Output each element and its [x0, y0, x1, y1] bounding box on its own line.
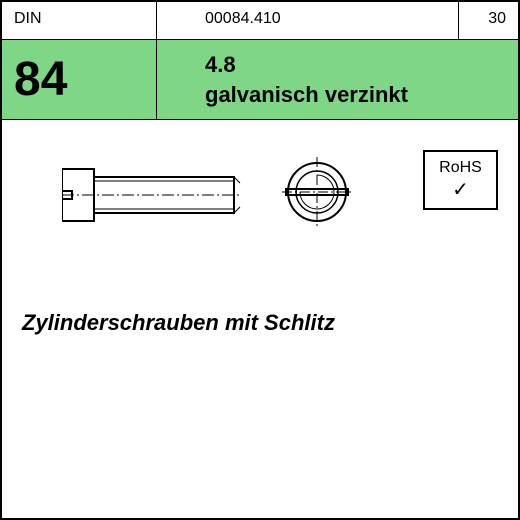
standard-label: DIN — [2, 2, 157, 39]
page-number: 30 — [458, 2, 518, 39]
datasheet-container: DIN 00084.410 30 84 4.8 galvanisch verzi… — [0, 0, 520, 520]
product-title: Zylinderschrauben mit Schlitz — [22, 310, 498, 336]
product-code: 00084.410 — [157, 2, 458, 39]
spec-details: 4.8 galvanisch verzinkt — [157, 40, 518, 119]
diagram-area: RoHS ✓ — [2, 120, 518, 300]
rohs-badge: RoHS ✓ — [423, 150, 498, 210]
screw-top-view-icon — [282, 157, 352, 232]
finish-label: galvanisch verzinkt — [205, 82, 470, 108]
spec-row: 84 4.8 galvanisch verzinkt — [2, 40, 518, 120]
screw-side-view-icon — [62, 160, 242, 235]
din-number: 84 — [2, 40, 157, 119]
grade-label: 4.8 — [205, 52, 470, 78]
title-area: Zylinderschrauben mit Schlitz — [2, 300, 518, 346]
check-icon: ✓ — [452, 177, 469, 202]
rohs-label: RoHS — [439, 159, 482, 177]
header-row: DIN 00084.410 30 — [2, 2, 518, 40]
